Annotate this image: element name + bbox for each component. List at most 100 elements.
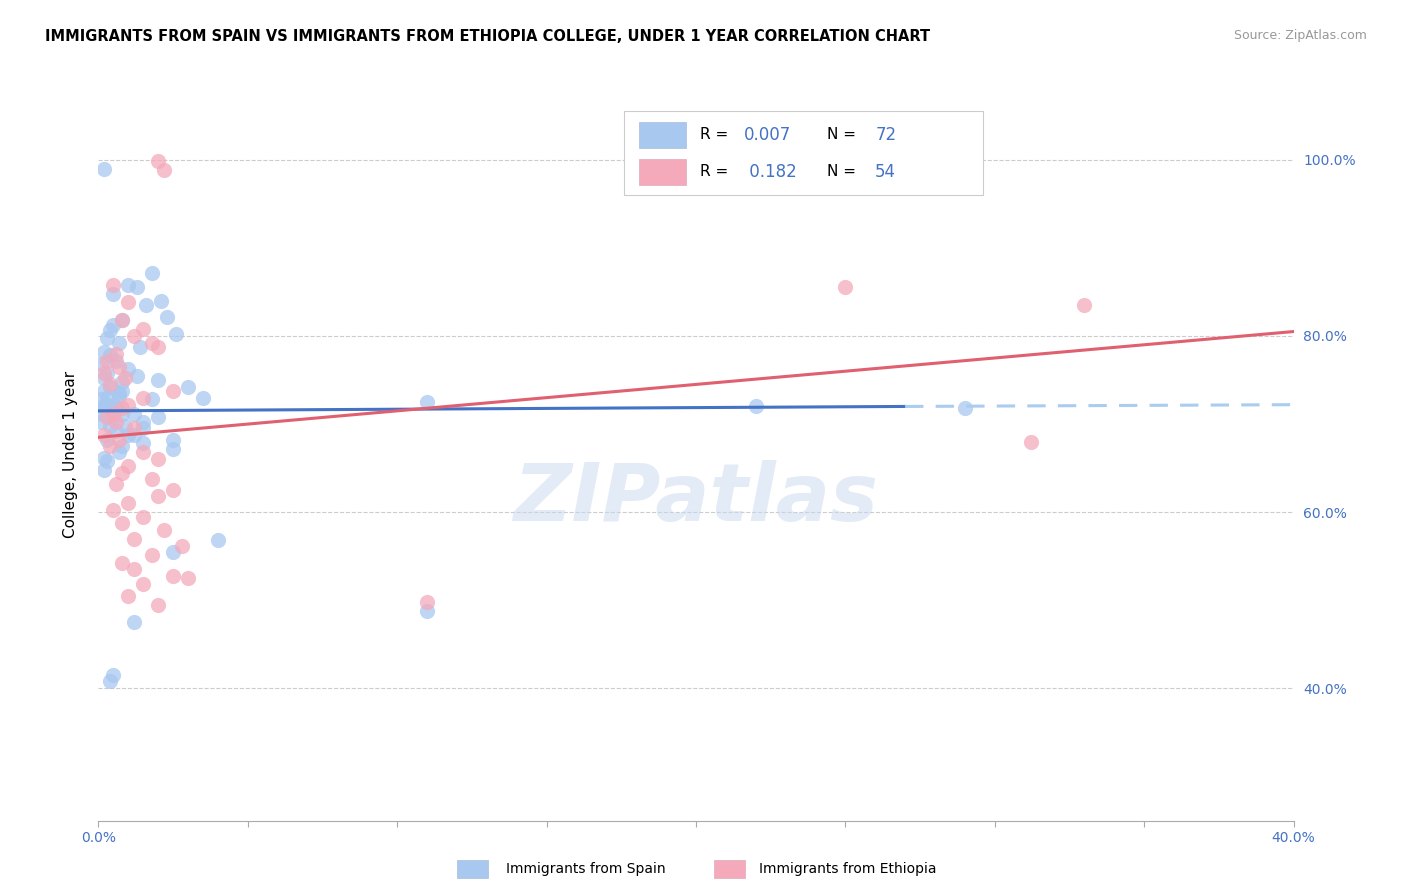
Point bbox=[98, 348, 122, 362]
Point bbox=[90, 407, 112, 421]
Point bbox=[108, 359, 131, 374]
Point bbox=[111, 439, 134, 453]
Point bbox=[93, 463, 115, 477]
Point bbox=[165, 327, 187, 342]
Point bbox=[124, 562, 146, 576]
Point bbox=[90, 357, 112, 371]
Bar bbox=[638, 121, 686, 148]
Point bbox=[172, 539, 194, 553]
Point bbox=[153, 523, 176, 537]
Point bbox=[132, 436, 155, 450]
Point bbox=[90, 392, 112, 407]
Point bbox=[96, 353, 118, 368]
Point bbox=[93, 384, 115, 398]
Point bbox=[177, 380, 200, 394]
Point bbox=[96, 366, 118, 380]
Text: ZIPatlas: ZIPatlas bbox=[513, 459, 879, 538]
Point bbox=[93, 161, 115, 176]
Point bbox=[96, 331, 118, 345]
Point bbox=[105, 401, 128, 416]
Point bbox=[98, 401, 122, 416]
Point bbox=[148, 154, 170, 169]
Point bbox=[103, 503, 125, 517]
Point bbox=[124, 615, 146, 630]
Point bbox=[162, 483, 184, 498]
Point bbox=[93, 366, 115, 380]
Point bbox=[148, 489, 170, 503]
Point bbox=[98, 674, 122, 689]
Point bbox=[111, 516, 134, 530]
Text: 0.007: 0.007 bbox=[744, 126, 792, 144]
Point bbox=[108, 433, 131, 447]
Point bbox=[103, 277, 125, 292]
Point bbox=[132, 577, 155, 591]
Y-axis label: College, Under 1 year: College, Under 1 year bbox=[63, 371, 77, 539]
Point bbox=[162, 545, 184, 559]
Point bbox=[141, 548, 163, 562]
Point bbox=[1073, 298, 1095, 312]
Text: N =: N = bbox=[827, 128, 862, 142]
Point bbox=[98, 439, 122, 453]
Point bbox=[105, 415, 128, 429]
Point bbox=[127, 280, 149, 294]
Point bbox=[103, 286, 125, 301]
Point bbox=[103, 407, 125, 421]
Point bbox=[108, 445, 131, 459]
Point bbox=[93, 344, 115, 359]
Point bbox=[114, 418, 136, 433]
Point bbox=[416, 604, 439, 618]
Point bbox=[114, 371, 136, 385]
Text: Immigrants from Spain: Immigrants from Spain bbox=[506, 862, 666, 876]
Point bbox=[111, 407, 134, 421]
Point bbox=[124, 427, 146, 442]
Point bbox=[103, 668, 125, 682]
Point bbox=[127, 368, 149, 383]
Point bbox=[148, 373, 170, 387]
Point bbox=[117, 589, 139, 603]
Point bbox=[105, 353, 128, 368]
Text: Immigrants from Ethiopia: Immigrants from Ethiopia bbox=[759, 862, 936, 876]
Point bbox=[124, 532, 146, 546]
Point bbox=[834, 280, 856, 294]
Point bbox=[96, 398, 118, 412]
Point bbox=[111, 375, 134, 389]
Point bbox=[90, 415, 112, 429]
Point bbox=[416, 595, 439, 609]
Point bbox=[93, 398, 115, 412]
Point bbox=[93, 371, 115, 385]
Point bbox=[129, 339, 152, 353]
Point bbox=[132, 391, 155, 405]
Point bbox=[141, 472, 163, 486]
Point bbox=[135, 298, 157, 312]
Point bbox=[96, 433, 118, 447]
Text: 54: 54 bbox=[876, 162, 896, 181]
Point bbox=[103, 398, 125, 412]
Text: R =: R = bbox=[700, 164, 733, 179]
Point bbox=[150, 293, 173, 308]
Point bbox=[117, 459, 139, 474]
Text: 72: 72 bbox=[876, 126, 897, 144]
Point bbox=[117, 496, 139, 510]
Point bbox=[124, 421, 146, 435]
Point bbox=[953, 401, 976, 416]
Point bbox=[124, 329, 146, 343]
Point bbox=[132, 415, 155, 429]
Text: R =: R = bbox=[700, 128, 733, 142]
Point bbox=[98, 418, 122, 433]
Point bbox=[148, 452, 170, 467]
Point bbox=[105, 346, 128, 360]
Point bbox=[141, 265, 163, 279]
Point bbox=[111, 313, 134, 327]
Point bbox=[108, 336, 131, 351]
Point bbox=[132, 421, 155, 435]
Point bbox=[156, 310, 179, 324]
Point bbox=[96, 410, 118, 425]
Point bbox=[162, 568, 184, 582]
Point bbox=[98, 323, 122, 337]
Point bbox=[132, 322, 155, 336]
Point bbox=[103, 318, 125, 333]
Point bbox=[93, 401, 115, 416]
Point bbox=[162, 433, 184, 447]
Point bbox=[108, 389, 131, 403]
Point bbox=[177, 571, 200, 585]
